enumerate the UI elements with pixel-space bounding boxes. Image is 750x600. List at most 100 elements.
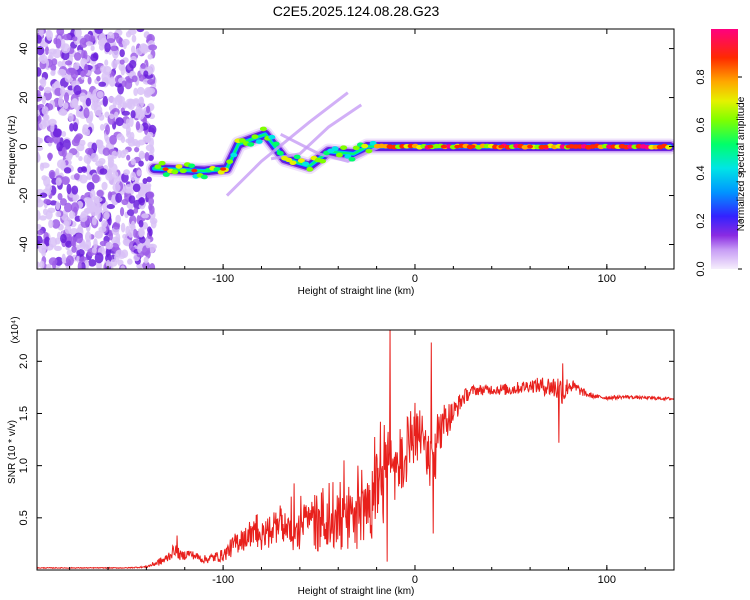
spectrogram-noise-blob: [104, 111, 110, 118]
spectrogram-noise-blob: [64, 224, 72, 234]
spectrogram-noise-blob: [74, 134, 82, 142]
spectrogram-noise-blob: [115, 214, 121, 224]
spectrogram-noise-blob: [115, 117, 124, 127]
spectrogram-noise-blob: [41, 95, 47, 105]
spectrogram-noise-blob: [98, 81, 107, 87]
spectrogram-y-ticks: -40 -20 0 20 40: [18, 42, 674, 252]
spectrogram-noise-blob: [72, 98, 79, 108]
spectrogram-peak: [289, 160, 297, 166]
snr-x-ticks: -100 0 100: [69, 330, 646, 586]
spectrogram-hotspot: [162, 167, 169, 171]
spectrogram-noise-blob: [83, 197, 92, 203]
spectrogram-noise-blob: [58, 108, 68, 116]
spectrogram-noise-blob: [37, 195, 41, 204]
spectrogram-noise-blob: [91, 216, 97, 226]
spectrogram-noise-blob: [37, 235, 43, 246]
spectrogram-noise-blob: [120, 265, 126, 269]
spectrogram-hotspot: [220, 167, 227, 171]
spectrogram-noise-blob: [85, 97, 92, 107]
spectrogram-noise-blob: [107, 156, 115, 167]
spectrogram-noise-blob: [94, 230, 103, 239]
spectrogram-noise-blob: [43, 198, 52, 205]
spectrogram-hotspot: [657, 144, 664, 149]
spectrogram-noise-blob: [37, 261, 41, 269]
spectrogram-noise-blob: [55, 177, 62, 186]
colorbar-tick-label: 0.4: [695, 165, 707, 180]
spectrogram-noise-blob: [112, 183, 121, 192]
spectrogram-noise-blob: [42, 208, 48, 216]
spectrogram-noise-blob: [77, 166, 83, 174]
spectrogram-hotspot: [619, 144, 626, 149]
spectrogram-noise-blob: [115, 176, 121, 185]
spectrogram-noise-blob: [42, 119, 51, 128]
spectrogram-peak: [365, 148, 373, 154]
spectrogram-noise-blob: [100, 65, 107, 73]
spectrogram-noise-blob: [146, 184, 151, 193]
spectrogram-noise-blob: [107, 191, 113, 201]
spectrogram-noise-blob: [93, 196, 100, 204]
spectrogram-peak: [302, 161, 310, 167]
spectrogram-noise-blob: [91, 247, 97, 254]
spectrogram-noise-blob: [140, 44, 149, 54]
spectrogram-noise-blob: [131, 75, 138, 83]
spectrogram-noise-blob: [105, 241, 114, 250]
snr-y-tick-label: 1.0: [18, 458, 30, 473]
spectrogram-noise-blob: [40, 162, 50, 169]
spectrogram-noise-blob: [77, 261, 83, 269]
spectrogram-noise-blob: [130, 158, 136, 166]
spectrogram-peak: [158, 160, 166, 166]
spectrogram-noise-blob: [55, 201, 61, 211]
spectrogram-noise-blob: [135, 121, 141, 131]
spectrogram-noise-blob: [65, 60, 73, 66]
spectrogram-noise-blob: [128, 195, 136, 204]
spectrogram-noise-blob: [60, 38, 66, 50]
spectrogram-noise-blob: [39, 215, 47, 221]
spectrogram-noise-blob: [131, 34, 137, 43]
spectrogram-noise-blob: [115, 232, 121, 243]
spectrogram-noise-blob: [149, 263, 156, 269]
spectrogram-noise-blob: [58, 96, 64, 108]
colorbar-ticks: 0.0 0.2 0.4 0.6 0.8: [695, 69, 742, 277]
spectrogram-noise-blob: [140, 63, 146, 69]
spectrogram-noise-blob: [66, 183, 72, 195]
spectrogram-noise-blob: [65, 240, 73, 248]
spectrogram-noise-blob: [89, 94, 95, 101]
spectrogram-y-tick-label: 20: [18, 91, 30, 103]
spectrogram-noise-blob: [71, 245, 77, 253]
spectrogram-noise-blob: [48, 169, 56, 179]
spectrogram-noise-blob: [127, 258, 133, 265]
spectrogram-noise-blob: [71, 185, 79, 195]
spectrogram-noise-blob: [96, 261, 102, 269]
spectrogram-noise-blob: [141, 213, 149, 219]
spectrogram-noise-blob: [68, 112, 74, 122]
spectrogram-noise-blob: [138, 196, 145, 206]
spectrogram-noise-blob: [106, 38, 116, 44]
spectrogram-noise-blob: [108, 176, 117, 186]
spectrogram-frame: [36, 28, 675, 270]
spectrogram-noise-blob: [95, 160, 104, 167]
spectrogram-noise-blob: [39, 260, 45, 269]
spectrogram-peak: [276, 150, 284, 156]
spectrogram-noise-blob: [94, 252, 104, 264]
spectrogram-noise-blob: [147, 131, 154, 138]
spectrogram-noise-blob: [138, 219, 144, 228]
spectrogram-noise-blob: [40, 77, 47, 88]
spectrogram-noise-blob: [48, 257, 58, 266]
spectrogram-noise-blob: [127, 139, 136, 147]
spectrogram-hotspot: [498, 144, 505, 149]
spectrogram-noise-blob: [63, 167, 72, 174]
spectrogram-noise-blob: [121, 110, 131, 116]
snr-y-tick-label: 2.0: [18, 354, 30, 369]
spectrogram-x-tick-label: -100: [212, 273, 234, 285]
spectrogram-noise-blob: [137, 243, 142, 254]
spectrogram-noise-blob: [93, 67, 102, 75]
spectrogram-noise-blob: [72, 122, 79, 132]
spectrogram-noise-blob: [119, 207, 125, 217]
spectrogram-noise-blob: [114, 111, 119, 118]
spectrogram-noise-blob: [111, 60, 118, 69]
spectrogram-peak: [344, 154, 352, 159]
spectrogram-noise-blob: [60, 233, 67, 244]
spectrogram-noise-blob: [98, 114, 105, 121]
spectrogram-noise-blob: [42, 114, 50, 121]
spectrogram-peak: [154, 164, 162, 169]
